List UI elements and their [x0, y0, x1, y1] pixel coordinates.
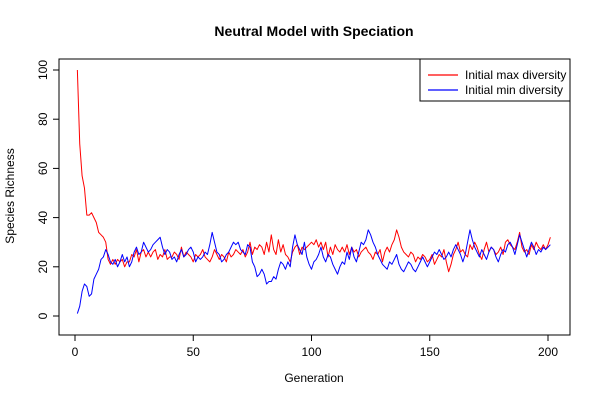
y-tick-label: 0 — [36, 312, 50, 319]
y-tick-label: 60 — [36, 161, 50, 175]
legend-label-min: Initial min diversity — [465, 83, 563, 97]
x-tick-label: 0 — [72, 345, 79, 359]
x-tick-label: 200 — [538, 345, 558, 359]
y-tick-label: 40 — [36, 211, 50, 225]
y-tick-label: 20 — [36, 260, 50, 274]
y-tick-label: 100 — [36, 60, 50, 80]
y-axis-label: Species Richness — [3, 148, 17, 243]
x-axis: 0 50 100 150 200 — [72, 334, 558, 359]
x-axis-label: Generation — [284, 371, 343, 385]
legend: Initial max diversity Initial min divers… — [419, 58, 571, 102]
x-tick-label: 100 — [301, 345, 321, 359]
series-line-max-diversity — [76, 69, 551, 273]
chart-title: Neutral Model with Speciation — [214, 23, 413, 39]
x-tick-label: 50 — [187, 345, 201, 359]
y-tick-label: 80 — [36, 112, 50, 126]
x-tick-label: 150 — [420, 345, 440, 359]
legend-box — [419, 58, 571, 102]
series-layer — [76, 69, 551, 314]
legend-label-max: Initial max diversity — [465, 68, 566, 82]
series-line-min-diversity — [76, 229, 551, 314]
y-axis: 0 20 40 60 80 100 — [36, 60, 60, 319]
